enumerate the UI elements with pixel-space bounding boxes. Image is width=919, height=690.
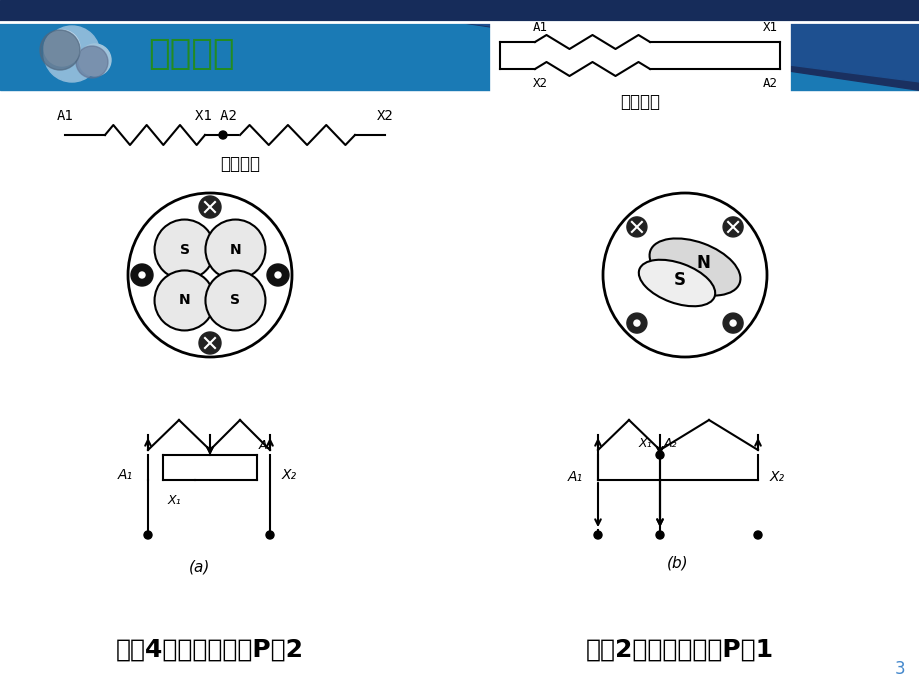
Ellipse shape [649, 239, 740, 295]
Circle shape [44, 26, 100, 82]
Polygon shape [460, 22, 919, 90]
Circle shape [655, 531, 664, 539]
Text: A₁: A₁ [118, 468, 133, 482]
Text: X2: X2 [532, 77, 547, 90]
Circle shape [130, 264, 153, 286]
Circle shape [602, 193, 766, 357]
Text: A₁: A₁ [567, 470, 583, 484]
Text: X₁: X₁ [168, 494, 181, 507]
Circle shape [730, 320, 735, 326]
Text: X₂: X₂ [769, 470, 784, 484]
Text: X2: X2 [376, 109, 393, 123]
Circle shape [79, 44, 111, 76]
Circle shape [139, 272, 145, 278]
Text: A1: A1 [57, 109, 74, 123]
Ellipse shape [638, 259, 714, 306]
Circle shape [275, 272, 280, 278]
Circle shape [633, 320, 640, 326]
Text: 头尾并联: 头尾并联 [619, 93, 659, 111]
Text: 磁极4极，磁极对数P＝2: 磁极4极，磁极对数P＝2 [116, 638, 303, 662]
Text: 头尾串联: 头尾串联 [220, 155, 260, 173]
Circle shape [722, 313, 743, 333]
Circle shape [267, 264, 289, 286]
Text: A₂: A₂ [259, 439, 272, 452]
Polygon shape [380, 22, 919, 82]
Text: S: S [674, 271, 686, 289]
Text: S: S [179, 243, 189, 257]
Circle shape [199, 196, 221, 218]
Circle shape [44, 30, 80, 66]
Circle shape [754, 531, 761, 539]
Circle shape [722, 217, 743, 237]
Text: (a): (a) [189, 560, 210, 575]
Circle shape [76, 46, 108, 78]
Text: N: N [230, 243, 241, 257]
Text: N: N [178, 293, 190, 308]
Text: N: N [696, 254, 709, 272]
Circle shape [655, 451, 664, 459]
Circle shape [626, 313, 646, 333]
Circle shape [219, 131, 227, 139]
Circle shape [205, 219, 266, 279]
Circle shape [154, 219, 214, 279]
Text: 3: 3 [893, 660, 904, 678]
Circle shape [626, 217, 646, 237]
Circle shape [128, 193, 291, 357]
Text: S: S [230, 293, 240, 308]
Bar [0, 22, 919, 90]
Circle shape [40, 30, 80, 70]
Text: X1: X1 [762, 21, 777, 34]
Text: A1: A1 [532, 21, 547, 34]
Text: (b): (b) [666, 555, 688, 570]
Text: X1 A2: X1 A2 [195, 109, 237, 123]
Circle shape [154, 270, 214, 331]
Text: A₂: A₂ [664, 437, 676, 450]
Text: X₁: X₁ [638, 437, 652, 450]
Bar [0, 0, 919, 22]
Bar [490, 22, 789, 92]
Text: 磁极2极，磁极对数P＝1: 磁极2极，磁极对数P＝1 [585, 638, 773, 662]
Text: 变极调速: 变极调速 [148, 37, 234, 71]
Text: A2: A2 [762, 77, 777, 90]
Circle shape [144, 531, 152, 539]
Circle shape [266, 531, 274, 539]
Text: X₂: X₂ [282, 468, 297, 482]
Circle shape [205, 270, 266, 331]
Circle shape [199, 332, 221, 354]
Circle shape [594, 531, 601, 539]
